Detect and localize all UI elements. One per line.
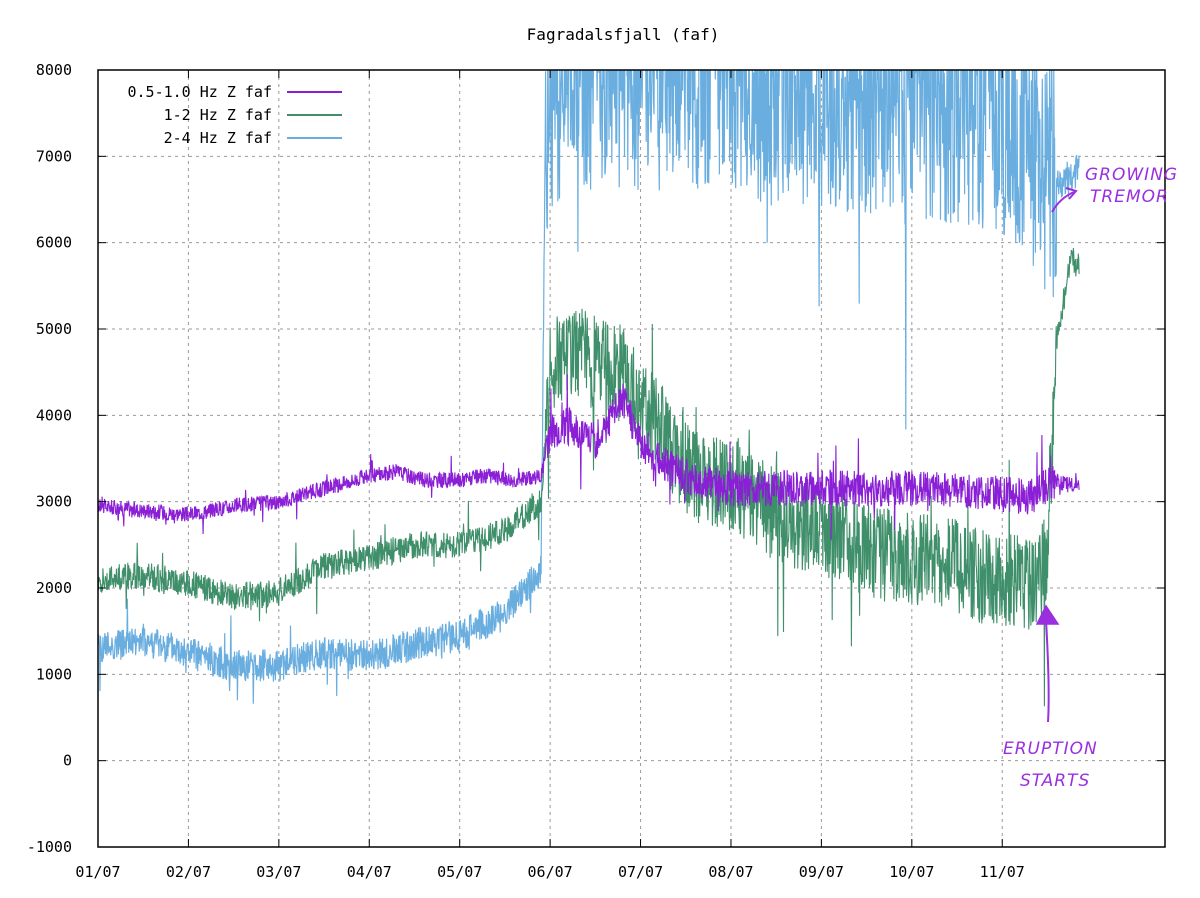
x-tick-labels: 01/07 02/07 03/07 04/07 05/07 06/07 07/07 08/07… [75,863,1024,881]
series-line-1 [98,374,1080,540]
ticks [97,69,1165,848]
y-tick-label: -1000 [27,838,72,856]
annotation-eruption-starts-arrowhead [1035,604,1060,625]
y-tick-label: 2000 [36,579,72,597]
y-tick-labels: -1000 0 1000 2000 3000 4000 5000 6000 7000 8000 [27,61,72,856]
series-layer [98,70,1080,707]
x-tick-label: 08/07 [708,863,753,881]
series-line-3 [98,70,1080,704]
annotation-growing-tremor-arrowhead [1065,187,1078,200]
plot-frame [97,69,1166,848]
y-tick-label: 0 [63,752,72,770]
annotation-growing-tremor-arrow [1051,191,1075,213]
legend: 0.5-1.0 Hz Z faf 1-2 Hz Z faf 2-4 Hz Z f… [128,83,342,147]
annotation-eruption-starts-line-2: STARTS [1020,771,1090,791]
annotation-eruption-starts-line-1: ERUPTION [1003,739,1098,759]
x-tick-label: 02/07 [166,863,211,881]
y-tick-label: 8000 [36,61,72,79]
annotation-growing-tremor-line-1: GROWING [1085,165,1178,185]
y-tick-label: 5000 [36,320,72,338]
annotation-eruption-starts: ERUPTION STARTS [1003,604,1098,791]
legend-label-series-2: 1-2 Hz Z faf [164,106,272,124]
x-tick-label: 10/07 [889,863,934,881]
x-tick-label: 07/07 [618,863,663,881]
x-tick-label: 03/07 [256,863,301,881]
y-tick-label: 7000 [36,147,72,165]
x-tick-label: 06/07 [528,863,573,881]
x-tick-label: 04/07 [347,863,392,881]
x-tick-label: 05/07 [437,863,482,881]
chart-title: Fagradalsfjall (faf) [527,25,720,44]
series-line-2 [98,247,1080,707]
legend-label-series-1: 0.5-1.0 Hz Z faf [128,83,273,101]
x-tick-label: 09/07 [799,863,844,881]
y-tick-label: 4000 [36,406,72,424]
y-tick-label: 6000 [36,234,72,252]
x-tick-label: 01/07 [75,863,120,881]
legend-label-series-3: 2-4 Hz Z faf [164,129,272,147]
annotation-eruption-starts-arrow [1045,619,1050,723]
annotation-growing-tremor-line-2: TREMOR [1090,187,1169,207]
annotation-growing-tremor: GROWING TREMOR [1051,165,1178,213]
x-tick-label: 11/07 [980,863,1025,881]
y-tick-label: 1000 [36,665,72,683]
y-tick-label: 3000 [36,493,72,511]
